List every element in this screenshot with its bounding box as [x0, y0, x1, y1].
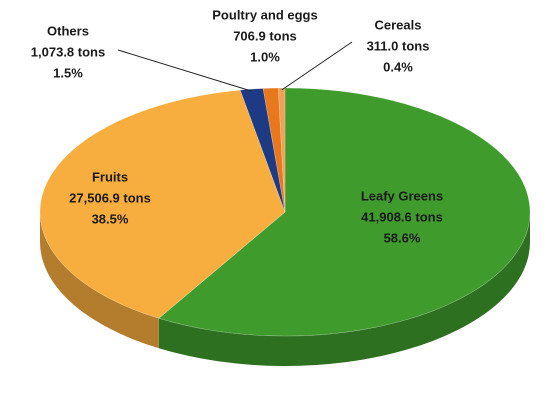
label-value: 1,073.8 tons	[31, 44, 105, 59]
label-name: Cereals	[375, 17, 422, 32]
data-label: Poultry and eggs 706.9 tons 1.0%	[212, 7, 317, 64]
leader-line	[281, 41, 353, 91]
slice	[262, 87, 286, 213]
data-label: Fruits 27,506.9 tons 38.5%	[69, 169, 151, 226]
label-percent: 1.0%	[250, 49, 280, 64]
label-name: Leafy Greens	[361, 188, 443, 203]
slice	[239, 88, 286, 213]
label-value: 706.9 tons	[233, 28, 297, 43]
slice-side	[158, 212, 531, 366]
data-label: Cereals 311.0 tons 0.4%	[367, 17, 430, 74]
data-label: Leafy Greens 41,908.6 tons 58.6%	[361, 188, 443, 245]
label-percent: 0.4%	[383, 59, 413, 74]
label-name: Poultry and eggs	[212, 7, 317, 22]
slice	[158, 87, 531, 337]
label-value: 41,908.6 tons	[361, 209, 443, 224]
label-name: Fruits	[92, 169, 128, 184]
label-percent: 58.6%	[384, 230, 421, 245]
label-percent: 1.5%	[53, 65, 83, 80]
label-percent: 38.5%	[92, 211, 129, 226]
data-label: Others 1,073.8 tons 1.5%	[31, 23, 105, 80]
leader-line	[117, 49, 252, 92]
slice	[39, 89, 286, 319]
label-value: 27,506.9 tons	[69, 190, 151, 205]
label-name: Others	[47, 23, 89, 38]
slice-side	[40, 212, 159, 349]
label-value: 311.0 tons	[367, 38, 430, 53]
